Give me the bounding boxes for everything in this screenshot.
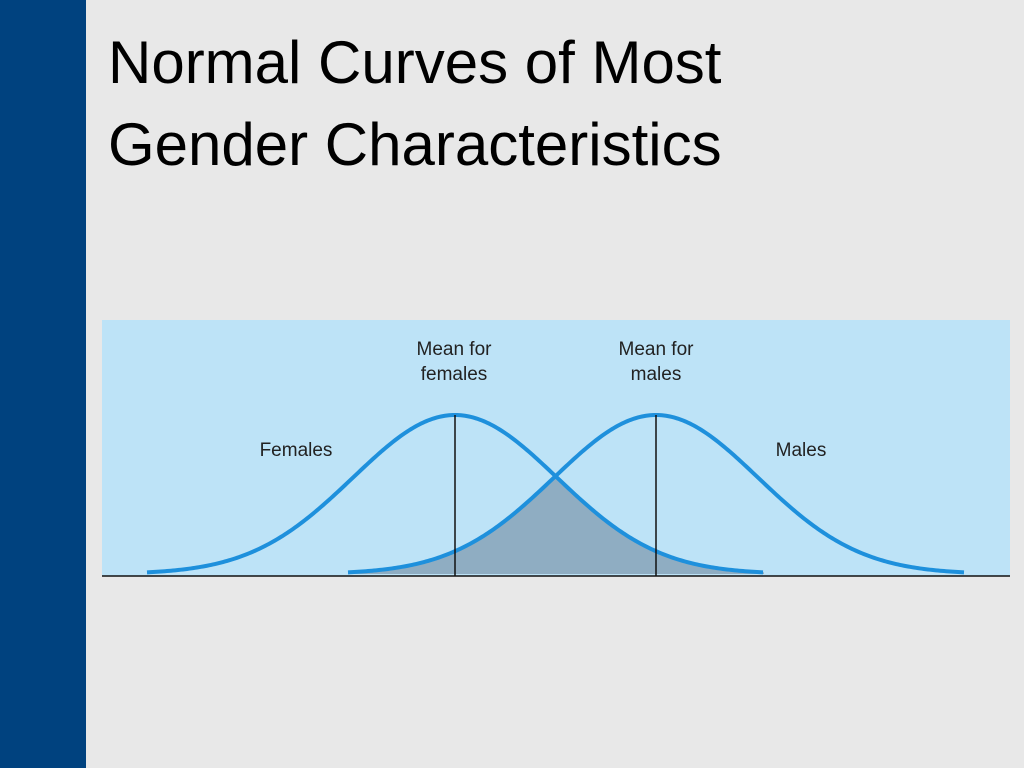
slide-title: Normal Curves of Most Gender Characteris… (108, 22, 722, 186)
label: Females (260, 440, 333, 461)
label: females (421, 364, 488, 385)
sidebar (0, 0, 86, 768)
label: Mean for (417, 339, 493, 360)
title-line: Gender Characteristics (108, 111, 722, 178)
overlap-area (348, 476, 764, 574)
label: males (631, 364, 682, 385)
label: Males (776, 440, 827, 461)
title-line: Normal Curves of Most (108, 29, 722, 96)
label: Mean for (619, 339, 695, 360)
